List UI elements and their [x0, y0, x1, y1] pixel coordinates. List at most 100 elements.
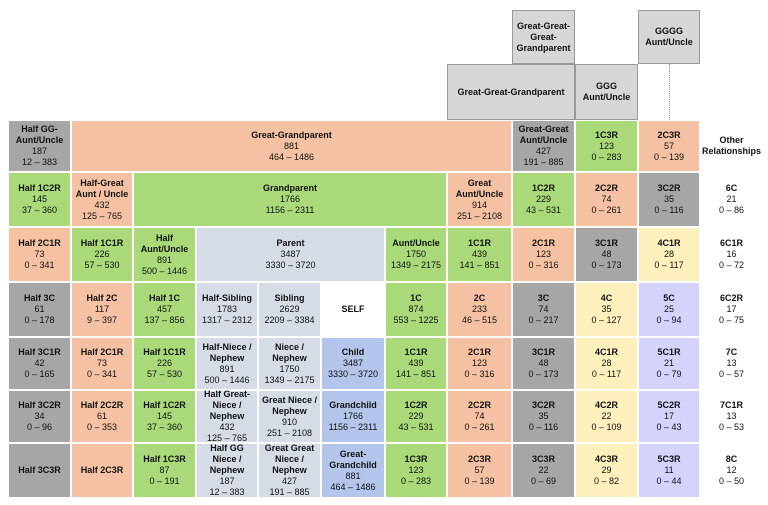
cm-range: 0 – 116	[654, 205, 684, 215]
cm-average: 891	[219, 363, 235, 374]
cell-child: Child 3487 3330 – 3720	[321, 337, 385, 390]
cm-average: 187	[31, 146, 48, 156]
cm-range: 1317 – 2312	[201, 315, 253, 325]
cm-range: 37 – 360	[146, 422, 183, 432]
cm-range: 0 – 117	[591, 369, 622, 379]
cm-range: 43 – 531	[525, 205, 562, 215]
cm-range: 0 – 283	[591, 151, 622, 162]
relationship-name: Half Great-Niece / Nephew	[203, 389, 250, 421]
cell-half-2c1r: Half 2C1R 73 0 – 341	[8, 227, 71, 282]
cm-range: 43 – 531	[398, 422, 434, 432]
cell-3c3r: 3C3R 22 0 – 69	[512, 443, 575, 498]
cm-average: 61	[34, 304, 45, 314]
cell-1c3r-b: 1C3R 123 0 – 283	[385, 443, 447, 498]
cm-average: 1766	[342, 411, 364, 421]
cm-range: 1349 – 2175	[390, 260, 442, 270]
cell-great-niece-nephew: Great Niece / Nephew 910 251 – 2108	[258, 390, 321, 443]
cell-3c: 3C 74 0 – 217	[512, 282, 575, 337]
cell-parent: Parent 3487 3330 – 3720	[196, 227, 385, 282]
cm-range: 0 – 261	[464, 422, 495, 432]
cm-average: 74	[474, 411, 485, 421]
cell-1c: 1C 874 553 – 1225	[385, 282, 447, 337]
cm-average: 1766	[279, 194, 301, 204]
cm-range: 12 – 383	[209, 487, 245, 497]
cm-average: 874	[408, 304, 424, 314]
relationship-name: 4C3R	[594, 454, 618, 464]
relationship-name: Grandparent	[262, 183, 317, 193]
cell-half-niece-nephew: Half-Niece / Nephew 891 500 – 1446	[196, 337, 258, 390]
relationship-name: 8C	[725, 454, 738, 464]
cm-range: 0 – 69	[530, 476, 557, 486]
cell-1c3r: 1C3R 123 0 – 283	[575, 120, 638, 172]
relationship-name: Other Relationships	[702, 135, 762, 156]
cm-average: 1783	[216, 304, 238, 314]
cell-ggg-aunt-uncle: GGG Aunt/Uncle	[575, 64, 638, 120]
cm-range: 0 – 353	[86, 422, 118, 432]
cm-range: 125 – 765	[81, 210, 123, 221]
relationship-name: Half 2C2R	[80, 400, 124, 410]
cm-range: 1156 – 2311	[265, 205, 315, 215]
cm-average: 145	[31, 194, 48, 204]
cm-average: 13	[726, 358, 737, 368]
cell-gggg-aunt-uncle: GGGG Aunt/Uncle	[638, 10, 700, 64]
cell-3c1r-b: 3C1R 48 0 – 173	[512, 337, 575, 390]
cell-other-relationships: Other Relationships	[700, 120, 763, 172]
cell-4c3r: 4C3R 29 0 – 82	[575, 443, 638, 498]
relationship-name: 1C	[410, 293, 422, 303]
cm-range: 0 – 44	[656, 476, 682, 486]
cm-average: 35	[663, 194, 674, 204]
cm-average: 28	[601, 358, 612, 368]
cm-range: 464 – 1486	[268, 151, 315, 162]
relationship-name: 3C3R	[531, 454, 555, 464]
relationship-name: 2C1R	[467, 347, 491, 357]
cell-3c2r: 3C2R 35 0 – 116	[638, 172, 700, 227]
cell-4c2r: 4C2R 22 0 – 109	[575, 390, 638, 443]
relationship-name: Half 1C	[148, 293, 180, 303]
cm-average: 73	[96, 358, 107, 368]
cm-range: 0 – 53	[718, 422, 745, 432]
cm-average: 22	[601, 411, 612, 421]
cm-range: 1156 – 2311	[328, 422, 378, 432]
cm-range: 0 – 283	[400, 476, 432, 486]
cell-2c3r: 2C3R 57 0 – 139	[638, 120, 700, 172]
relationship-name: Aunt/Uncle	[392, 238, 440, 248]
relationship-name: Parent	[276, 238, 305, 248]
cm-average: 123	[535, 249, 552, 259]
cm-range: 0 – 316	[528, 260, 559, 270]
cm-average: 123	[598, 140, 615, 151]
cm-average: 1750	[279, 363, 300, 374]
cm-range: 0 – 96	[26, 422, 53, 432]
cm-range: 0 – 79	[656, 369, 682, 379]
cell-grandchild: Grandchild 1766 1156 – 2311	[321, 390, 385, 443]
cm-range: 0 – 217	[528, 315, 559, 325]
cm-range: 0 – 139	[653, 151, 685, 162]
cm-average: 29	[601, 465, 612, 475]
cm-range: 251 – 2108	[266, 427, 313, 438]
relationship-name: Great-Grandparent	[251, 129, 332, 140]
relationship-name: 4C1R	[594, 347, 618, 357]
cm-range: 46 – 515	[461, 315, 498, 325]
cell-5c2r: 5C2R 17 0 – 43	[638, 390, 700, 443]
cm-range: 0 – 261	[591, 205, 622, 215]
cm-average: 73	[34, 249, 45, 259]
cm-range: 0 – 43	[656, 422, 682, 432]
cm-average: 439	[408, 358, 424, 368]
cm-range: 0 – 341	[24, 260, 55, 270]
cell-aunt-uncle: Aunt/Uncle 1750 1349 – 2175	[385, 227, 447, 282]
cm-average: 3487	[342, 358, 364, 368]
relationship-name: 5C1R	[657, 347, 681, 357]
relationship-name: 3C2R	[531, 400, 555, 410]
relationship-name: 2C3R	[467, 454, 491, 464]
relationship-name: Child	[341, 347, 365, 357]
relationship-name: Half Aunt/Uncle	[140, 232, 189, 254]
cell-1c1r: 1C1R 439 141 – 851	[447, 227, 512, 282]
cell-half-1c1r: Half 1C1R 226 57 – 530	[71, 227, 133, 282]
cell-half-3c1r: Half 3C1R 42 0 – 165	[8, 337, 71, 390]
cm-range: 0 – 116	[528, 422, 559, 432]
cm-range: 1349 – 2175	[264, 374, 315, 385]
relationship-name: 2C2R	[467, 400, 491, 410]
relationship-name: 6C2R	[719, 293, 743, 303]
cm-average: 21	[663, 358, 674, 368]
relationship-name: Half GG Niece / Nephew	[209, 443, 245, 475]
relationship-name: 3C2R	[657, 183, 681, 193]
